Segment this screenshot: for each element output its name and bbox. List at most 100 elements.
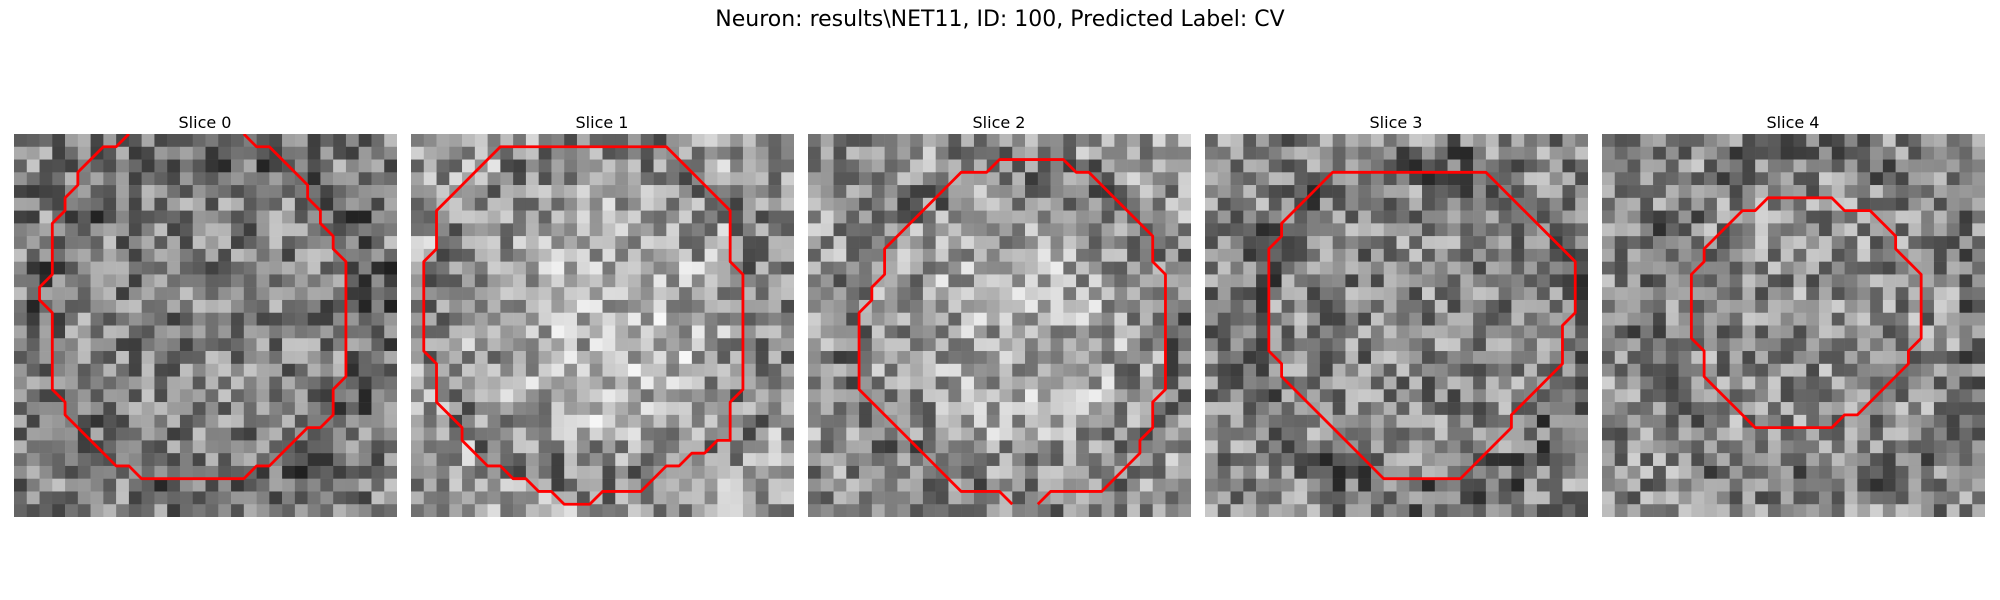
image-pixel — [1946, 504, 1960, 517]
image-pixel — [231, 440, 245, 454]
image-pixel — [884, 172, 898, 186]
image-pixel — [846, 299, 860, 313]
image-pixel — [1921, 223, 1935, 237]
image-pixel — [1281, 223, 1295, 237]
image-pixel — [1230, 491, 1244, 505]
image-pixel — [1268, 223, 1282, 237]
image-pixel — [602, 351, 616, 365]
image-pixel — [1780, 185, 1794, 199]
image-pixel — [1243, 248, 1257, 262]
image-pixel — [1691, 402, 1705, 416]
image-pixel — [1396, 504, 1410, 517]
image-pixel — [1152, 351, 1166, 365]
image-pixel — [423, 134, 437, 148]
image-pixel — [948, 504, 962, 517]
image-pixel — [666, 465, 680, 479]
image-pixel — [1729, 389, 1743, 403]
image-pixel — [1870, 414, 1884, 428]
image-pixel — [1243, 312, 1257, 326]
image-pixel — [576, 478, 590, 492]
image-pixel — [1345, 287, 1359, 301]
image-pixel — [1332, 299, 1346, 313]
image-pixel — [256, 376, 270, 390]
image-pixel — [525, 440, 539, 454]
image-pixel — [1345, 299, 1359, 313]
image-pixel — [1895, 491, 1909, 505]
image-pixel — [167, 325, 181, 339]
image-pixel — [449, 159, 463, 173]
image-pixel — [1844, 465, 1858, 479]
image-pixel — [808, 197, 822, 211]
image-pixel — [256, 274, 270, 288]
image-pixel — [1780, 312, 1794, 326]
image-pixel — [423, 159, 437, 173]
image-pixel — [755, 363, 769, 377]
image-pixel — [358, 440, 372, 454]
image-pixel — [768, 172, 782, 186]
image-pixel — [179, 491, 193, 505]
image-pixel — [500, 325, 514, 339]
image-pixel — [256, 440, 270, 454]
image-pixel — [833, 159, 847, 173]
image-pixel — [411, 402, 425, 416]
image-pixel — [704, 504, 718, 517]
image-pixel — [282, 465, 296, 479]
image-pixel — [1921, 146, 1935, 160]
image-pixel — [1281, 389, 1295, 403]
image-pixel — [1895, 351, 1909, 365]
image-pixel — [910, 504, 924, 517]
image-pixel — [653, 261, 667, 275]
image-pixel — [1473, 376, 1487, 390]
image-pixel — [320, 402, 334, 416]
image-pixel — [1383, 414, 1397, 428]
image-pixel — [1627, 338, 1641, 352]
image-pixel — [704, 414, 718, 428]
image-pixel — [1844, 172, 1858, 186]
image-pixel — [1114, 363, 1128, 377]
image-pixel — [1447, 325, 1461, 339]
image-pixel — [1755, 465, 1769, 479]
image-pixel — [1358, 440, 1372, 454]
slice-image — [1602, 134, 1985, 517]
image-pixel — [948, 274, 962, 288]
image-pixel — [820, 146, 834, 160]
image-pixel — [948, 197, 962, 211]
image-pixel — [1230, 146, 1244, 160]
image-pixel — [820, 172, 834, 186]
image-pixel — [231, 210, 245, 224]
image-pixel — [1332, 159, 1346, 173]
image-pixel — [1498, 491, 1512, 505]
image-pixel — [551, 414, 565, 428]
image-pixel — [384, 504, 397, 517]
image-pixel — [26, 363, 40, 377]
image-pixel — [666, 389, 680, 403]
image-pixel — [1063, 197, 1077, 211]
image-pixel — [1294, 299, 1308, 313]
image-pixel — [846, 389, 860, 403]
image-pixel — [1806, 351, 1820, 365]
image-pixel — [1536, 491, 1550, 505]
image-pixel — [141, 261, 155, 275]
image-pixel — [1460, 389, 1474, 403]
image-pixel — [154, 172, 168, 186]
image-pixel — [576, 465, 590, 479]
image-pixel — [103, 363, 117, 377]
image-pixel — [358, 351, 372, 365]
image-pixel — [961, 325, 975, 339]
image-pixel — [1627, 504, 1641, 517]
image-pixel — [1152, 414, 1166, 428]
image-pixel — [1152, 236, 1166, 250]
image-pixel — [948, 146, 962, 160]
image-pixel — [1396, 287, 1410, 301]
image-pixel — [294, 440, 308, 454]
image-pixel — [1933, 146, 1947, 160]
image-pixel — [1025, 185, 1039, 199]
image-pixel — [436, 146, 450, 160]
image-pixel — [65, 376, 79, 390]
image-pixel — [26, 440, 40, 454]
image-pixel — [14, 312, 28, 326]
image-pixel — [1217, 363, 1231, 377]
image-pixel — [243, 325, 257, 339]
image-pixel — [1870, 236, 1884, 250]
image-pixel — [768, 261, 782, 275]
